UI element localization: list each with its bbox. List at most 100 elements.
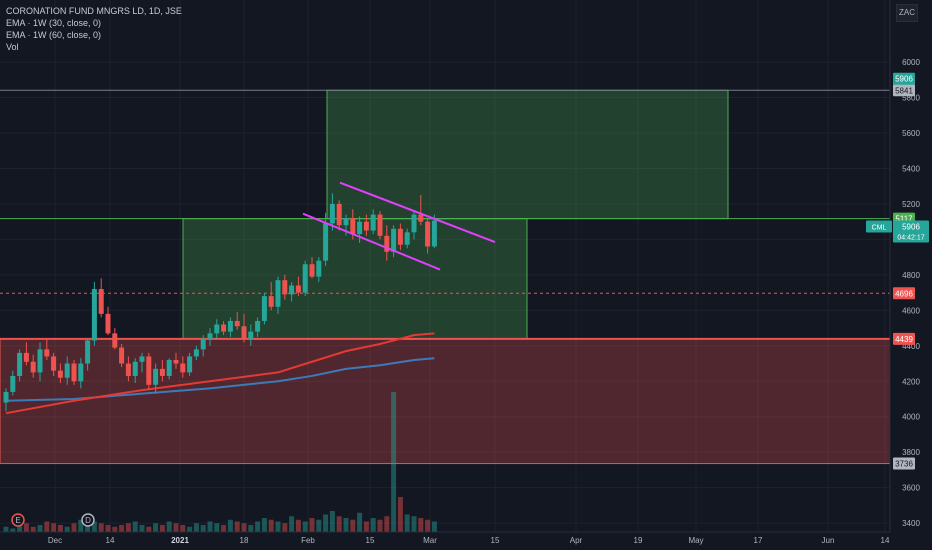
- candle-body[interactable]: [363, 221, 369, 231]
- channel-trendline[interactable]: [302, 212, 441, 271]
- candle-body[interactable]: [343, 218, 349, 226]
- upper-target-zone[interactable]: [326, 89, 729, 220]
- candle-body[interactable]: [377, 214, 383, 236]
- price-label-text: 5906: [895, 75, 913, 84]
- candle-body[interactable]: [105, 313, 111, 334]
- candle-body[interactable]: [323, 223, 329, 261]
- candle-body[interactable]: [119, 347, 125, 364]
- candle-body[interactable]: [248, 331, 254, 339]
- mid-zone[interactable]: [182, 218, 528, 340]
- currency-badge[interactable]: ZAC: [896, 4, 918, 22]
- candle-body[interactable]: [3, 391, 9, 403]
- dividend-marker[interactable]: [81, 513, 95, 527]
- candle-body[interactable]: [30, 361, 36, 373]
- candle-body[interactable]: [166, 359, 172, 376]
- candle-body[interactable]: [17, 352, 23, 376]
- candle-body[interactable]: [98, 289, 104, 314]
- current-price-tag[interactable]: [893, 220, 929, 243]
- candle-body[interactable]: [295, 285, 301, 293]
- candle-body[interactable]: [370, 214, 376, 231]
- candle-body[interactable]: [207, 333, 213, 339]
- time-axis[interactable]: [0, 532, 890, 550]
- price-tick-label: 4000: [902, 413, 920, 422]
- volume-bar: [119, 525, 125, 532]
- chart-legend: CORONATION FUND MNGRS LD, 1D, JSE EMA · …: [6, 5, 182, 53]
- candle-body[interactable]: [384, 235, 390, 252]
- indicator-ema-30[interactable]: EMA · 1W (30, close, 0): [6, 18, 102, 28]
- candle-body[interactable]: [193, 349, 199, 357]
- candle-body[interactable]: [411, 214, 417, 233]
- candle-body[interactable]: [397, 228, 403, 245]
- ema-30-line[interactable]: [5, 332, 435, 415]
- candle-body[interactable]: [112, 333, 118, 348]
- price-label-tag[interactable]: [893, 84, 915, 97]
- candle-body[interactable]: [309, 264, 315, 277]
- candle-body[interactable]: [329, 203, 335, 224]
- candle-body[interactable]: [289, 285, 295, 295]
- candle-body[interactable]: [418, 214, 424, 222]
- candle-body[interactable]: [132, 361, 138, 376]
- volume-bar: [411, 516, 417, 532]
- candle-body[interactable]: [159, 368, 165, 376]
- price-label-tag[interactable]: [893, 457, 915, 470]
- candle-body[interactable]: [64, 363, 70, 378]
- candle-body[interactable]: [23, 352, 29, 362]
- volume-bar: [357, 512, 363, 532]
- candle-body[interactable]: [78, 363, 84, 382]
- candle-body[interactable]: [153, 368, 159, 385]
- candle-body[interactable]: [241, 326, 247, 339]
- symbol-title[interactable]: CORONATION FUND MNGRS LD, 1D, JSE: [6, 6, 182, 16]
- volume-bar: [23, 523, 29, 532]
- candle-body[interactable]: [261, 296, 267, 321]
- candle-body[interactable]: [316, 260, 322, 277]
- symbol-tag[interactable]: [866, 220, 892, 233]
- candle-body[interactable]: [37, 349, 43, 373]
- indicator-volume[interactable]: Vol: [6, 42, 19, 52]
- indicator-ema-60[interactable]: EMA · 1W (60, close, 0): [6, 30, 102, 40]
- price-tick-label: 4200: [902, 377, 920, 386]
- candle-body[interactable]: [44, 349, 50, 357]
- candle-body[interactable]: [71, 363, 77, 382]
- candle-body[interactable]: [180, 363, 186, 373]
- price-label-tag[interactable]: [893, 287, 915, 300]
- volume-bar: [377, 519, 383, 532]
- candle-body[interactable]: [173, 359, 179, 364]
- candle-body[interactable]: [302, 264, 308, 293]
- time-tick-label: Jun: [822, 536, 835, 545]
- candle-body[interactable]: [255, 320, 261, 332]
- candle-body[interactable]: [200, 338, 206, 350]
- candle-body[interactable]: [275, 280, 281, 307]
- candle-body[interactable]: [139, 356, 145, 362]
- volume-bar: [51, 523, 57, 532]
- candle-body[interactable]: [391, 228, 397, 252]
- earnings-marker[interactable]: [11, 513, 25, 527]
- candle-body[interactable]: [268, 296, 274, 307]
- candle-body[interactable]: [214, 324, 220, 334]
- time-tick-label: Dec: [48, 536, 62, 545]
- volume-bar: [336, 516, 342, 532]
- candle-body[interactable]: [227, 320, 233, 332]
- candle-body[interactable]: [357, 221, 363, 235]
- candle-body[interactable]: [85, 340, 91, 364]
- candle-body[interactable]: [187, 356, 193, 373]
- volume-bar: [112, 526, 118, 532]
- price-label-tag[interactable]: [893, 72, 915, 85]
- candle-body[interactable]: [51, 356, 57, 371]
- candle-body[interactable]: [221, 324, 227, 332]
- candle-body[interactable]: [234, 320, 240, 327]
- candle-body[interactable]: [350, 218, 356, 235]
- price-label-tag[interactable]: [893, 332, 915, 345]
- candle-body[interactable]: [336, 203, 342, 226]
- candle-body[interactable]: [425, 221, 431, 247]
- candle-body[interactable]: [91, 289, 97, 341]
- candle-body[interactable]: [431, 220, 437, 247]
- candle-body[interactable]: [10, 375, 16, 392]
- candle-body[interactable]: [282, 280, 288, 295]
- channel-trendline[interactable]: [339, 181, 496, 243]
- candle-body[interactable]: [57, 370, 63, 378]
- candle-body[interactable]: [404, 232, 410, 245]
- candle-body[interactable]: [146, 356, 152, 385]
- support-zone[interactable]: [0, 338, 891, 465]
- candle-body[interactable]: [125, 363, 131, 376]
